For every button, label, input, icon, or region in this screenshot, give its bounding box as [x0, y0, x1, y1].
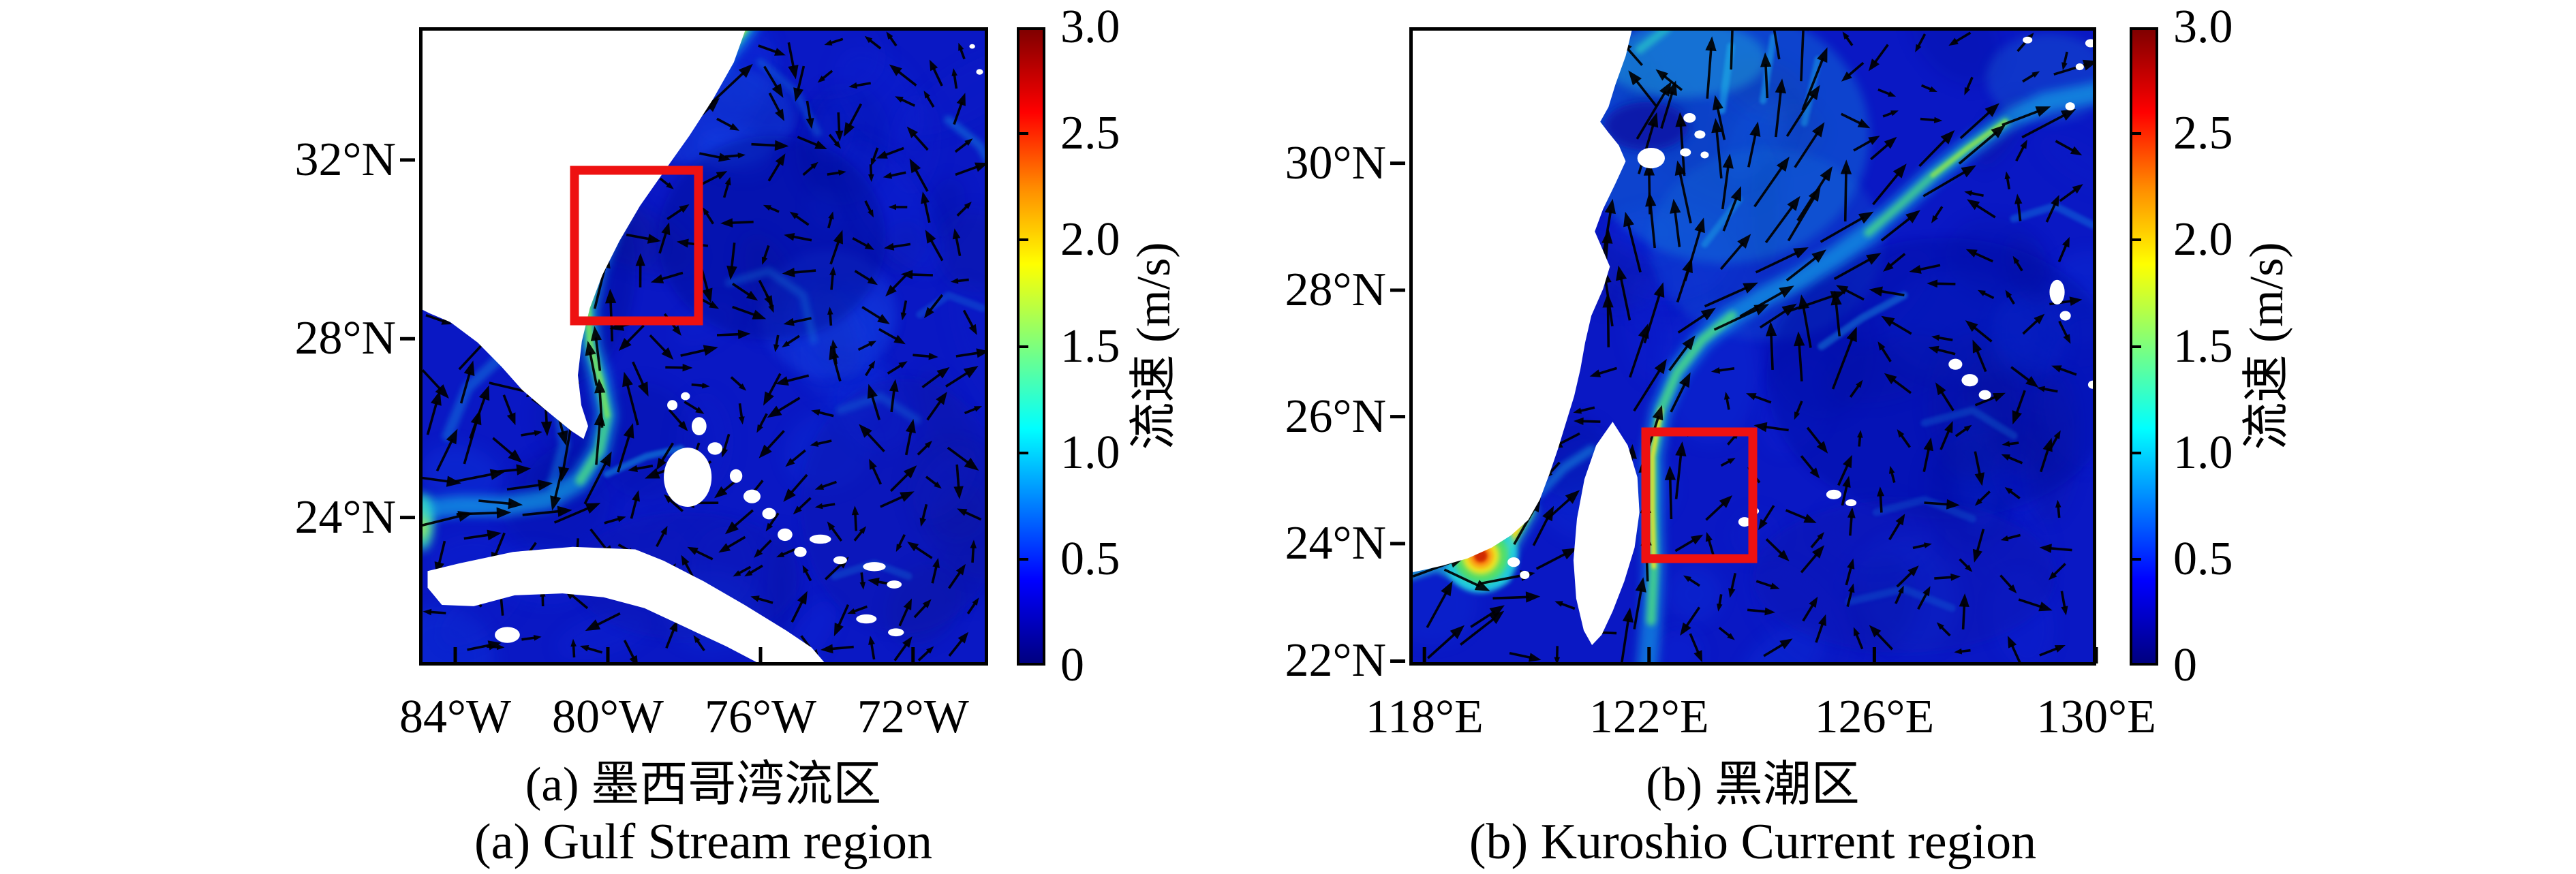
colorbar-tick-label: 2.0	[1060, 213, 1120, 266]
colorbar-tick-label: 2.5	[1060, 107, 1120, 160]
colorbar-tick-label: 3.0	[2173, 1, 2233, 53]
colorbar-tick	[2132, 557, 2141, 561]
x-tick-label: 130°E	[2036, 691, 2156, 743]
colorbar-tick-label: 1.5	[1060, 319, 1120, 373]
colorbar-tick	[1019, 132, 1028, 136]
panel-kuroshio: 118°E 122°E 126°E 130°E 30°N 28°N 26°N 24°N 22°N	[1285, 27, 2156, 743]
caption-b-english: (b) Kuroshio Current region	[1469, 814, 2037, 870]
y-tick-label: 24°N	[1285, 517, 1386, 570]
colorbar-tick-label: 3.0	[1060, 1, 1120, 53]
map-plot-kuroshio-icon	[1390, 27, 2098, 666]
x-tick-label: 122°E	[1589, 691, 1709, 743]
colorbar-tick	[1019, 345, 1028, 348]
x-tick-label: 84°W	[399, 691, 512, 743]
map-plot-gulf-stream-icon	[400, 27, 988, 666]
colorbar-tick-label: 1.5	[2173, 319, 2233, 373]
x-tick-label: 126°E	[1814, 691, 1935, 743]
highlight-region-box	[570, 166, 703, 326]
x-tick-label: 118°E	[1365, 691, 1484, 743]
colorbar-unit-label: 流速 (m/s)	[2241, 242, 2293, 450]
x-tick-label: 80°W	[551, 691, 664, 743]
y-tick-label: 32°N	[294, 133, 396, 186]
colorbar-tick-label: 2.5	[2173, 107, 2233, 160]
caption-b-chinese: (b) 黑潮区	[1646, 758, 1860, 811]
y-tick-label: 30°N	[1285, 136, 1386, 189]
land-china-coast	[1409, 27, 1633, 574]
colorbar-kuroshio: 流速 (m/s) 3.0 2.5 2.0 1.5 1.0 0.5 0	[2130, 1, 2293, 691]
x-tick-label: 72°W	[857, 691, 969, 743]
y-tick-label: 24°N	[294, 490, 396, 544]
colorbar-tick-label: 0.5	[2173, 532, 2233, 585]
colorbar-tick	[2132, 345, 2141, 348]
colorbar-tick	[1019, 238, 1028, 242]
land-north-america-florida	[419, 27, 747, 439]
x-tick-label: 76°W	[704, 691, 817, 743]
colorbar-tick	[1019, 557, 1028, 561]
land-taiwan	[1573, 422, 1640, 645]
y-tick-label: 22°N	[1285, 634, 1386, 687]
land-cuba	[427, 546, 826, 665]
colorbar-tick	[2132, 132, 2141, 136]
colorbar-unit-label: 流速 (m/s)	[1128, 242, 1180, 450]
colorbar-tick	[2132, 451, 2141, 454]
colorbar-tick-label: 2.0	[2173, 213, 2233, 266]
y-tick-label: 26°N	[1285, 390, 1386, 443]
colorbar-tick-label: 0.5	[1060, 532, 1120, 585]
colorbar-tick-label: 1.0	[1060, 426, 1120, 479]
colorbar-tick	[1019, 451, 1028, 454]
colorbar-tick	[2132, 238, 2141, 242]
caption-a-chinese: (a) 墨西哥湾流区	[525, 758, 882, 811]
highlight-region-box	[1641, 427, 1758, 563]
colorbar-tick-label: 0	[1060, 639, 1084, 691]
colorbar-tick-label: 1.0	[2173, 426, 2233, 479]
y-tick-label: 28°N	[1285, 264, 1386, 317]
y-tick-label: 28°N	[294, 312, 396, 365]
panel-gulf-stream: 84°W 80°W 76°W 72°W 32°N 28°N 24°N	[294, 27, 988, 743]
colorbar-tick-label: 0	[2173, 639, 2197, 691]
colorbar-gulf-stream: 流速 (m/s) 3.0 2.5 2.0 1.5 1.0 0.5 0	[1017, 1, 1180, 691]
caption-a-english: (a) Gulf Stream region	[474, 814, 932, 870]
